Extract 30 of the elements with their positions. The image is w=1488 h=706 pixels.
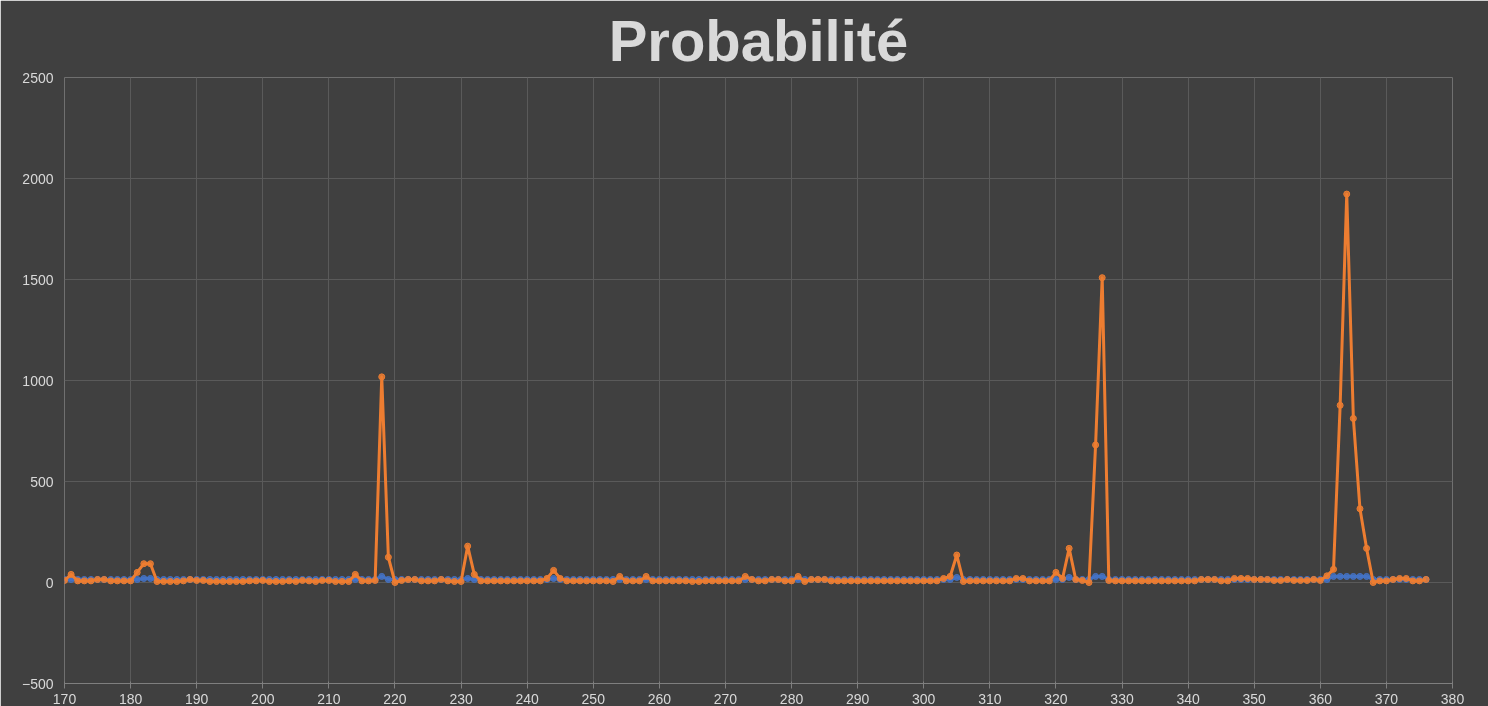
x-tick-label: 190 — [185, 690, 209, 706]
x-tick-label: 290 — [845, 690, 870, 706]
x-tick-label: 320 — [1044, 690, 1068, 706]
y-tick-label: 0 — [45, 574, 54, 591]
x-tick-label: 250 — [581, 690, 606, 706]
y-tick-label: 2000 — [22, 170, 54, 187]
y-tick-label: 500 — [30, 473, 54, 490]
x-tick-label: 380 — [1440, 690, 1465, 706]
x-tick-label: 210 — [317, 690, 341, 706]
x-tick-label: 170 — [52, 690, 77, 706]
y-tick-label: 2500 — [22, 69, 54, 86]
x-tick-label: 220 — [383, 690, 407, 706]
x-tick-label: 300 — [912, 690, 936, 706]
x-tick-label: 340 — [1176, 690, 1201, 706]
x-tick-label: 280 — [779, 690, 804, 706]
x-tick-label: 310 — [978, 690, 1002, 706]
chart-title: Probabilité — [608, 7, 909, 73]
x-tick-label: 330 — [1110, 690, 1134, 706]
x-tick-label: 350 — [1242, 690, 1267, 706]
y-tick-label: 1000 — [22, 372, 54, 389]
x-tick-label: 240 — [515, 690, 540, 706]
x-tick-label: 180 — [118, 690, 143, 706]
y-tick-label: 1500 — [22, 271, 54, 288]
x-tick-label: 360 — [1308, 690, 1333, 706]
x-tick-label: 370 — [1374, 690, 1399, 706]
x-tick-label: 200 — [251, 690, 275, 706]
x-tick-label: 230 — [449, 690, 473, 706]
x-tick-label: 270 — [713, 690, 738, 706]
y-tick-label: −500 — [21, 675, 54, 692]
x-tick-label: 260 — [647, 690, 672, 706]
